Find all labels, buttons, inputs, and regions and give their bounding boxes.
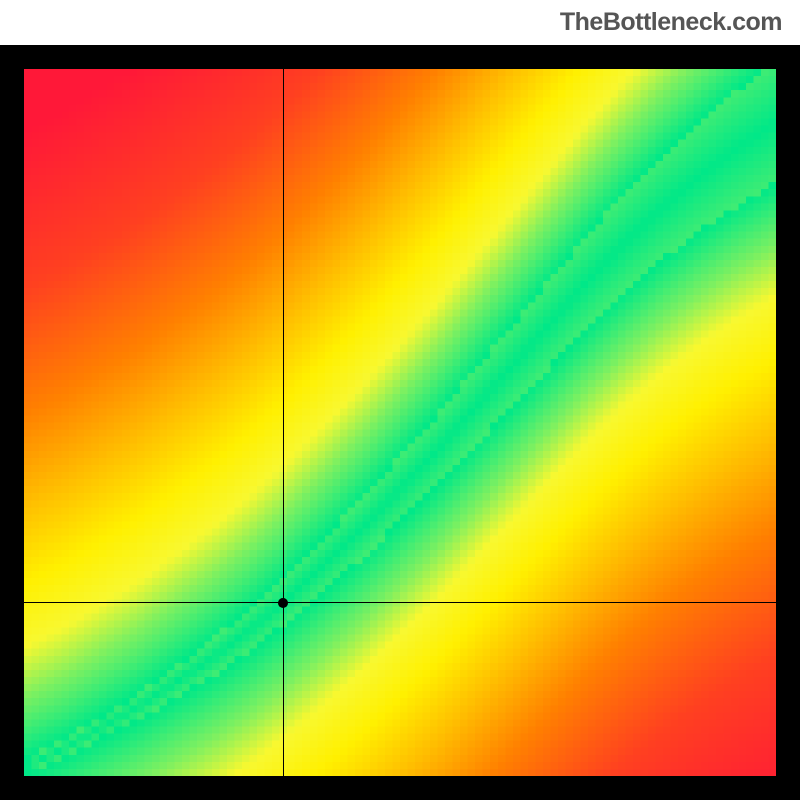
container: TheBottleneck.com xyxy=(0,0,800,800)
bottleneck-heatmap xyxy=(24,69,776,776)
crosshair-vertical xyxy=(283,69,284,776)
watermark-text: TheBottleneck.com xyxy=(560,8,782,37)
crosshair-horizontal xyxy=(24,602,776,603)
crosshair-marker xyxy=(276,596,290,610)
